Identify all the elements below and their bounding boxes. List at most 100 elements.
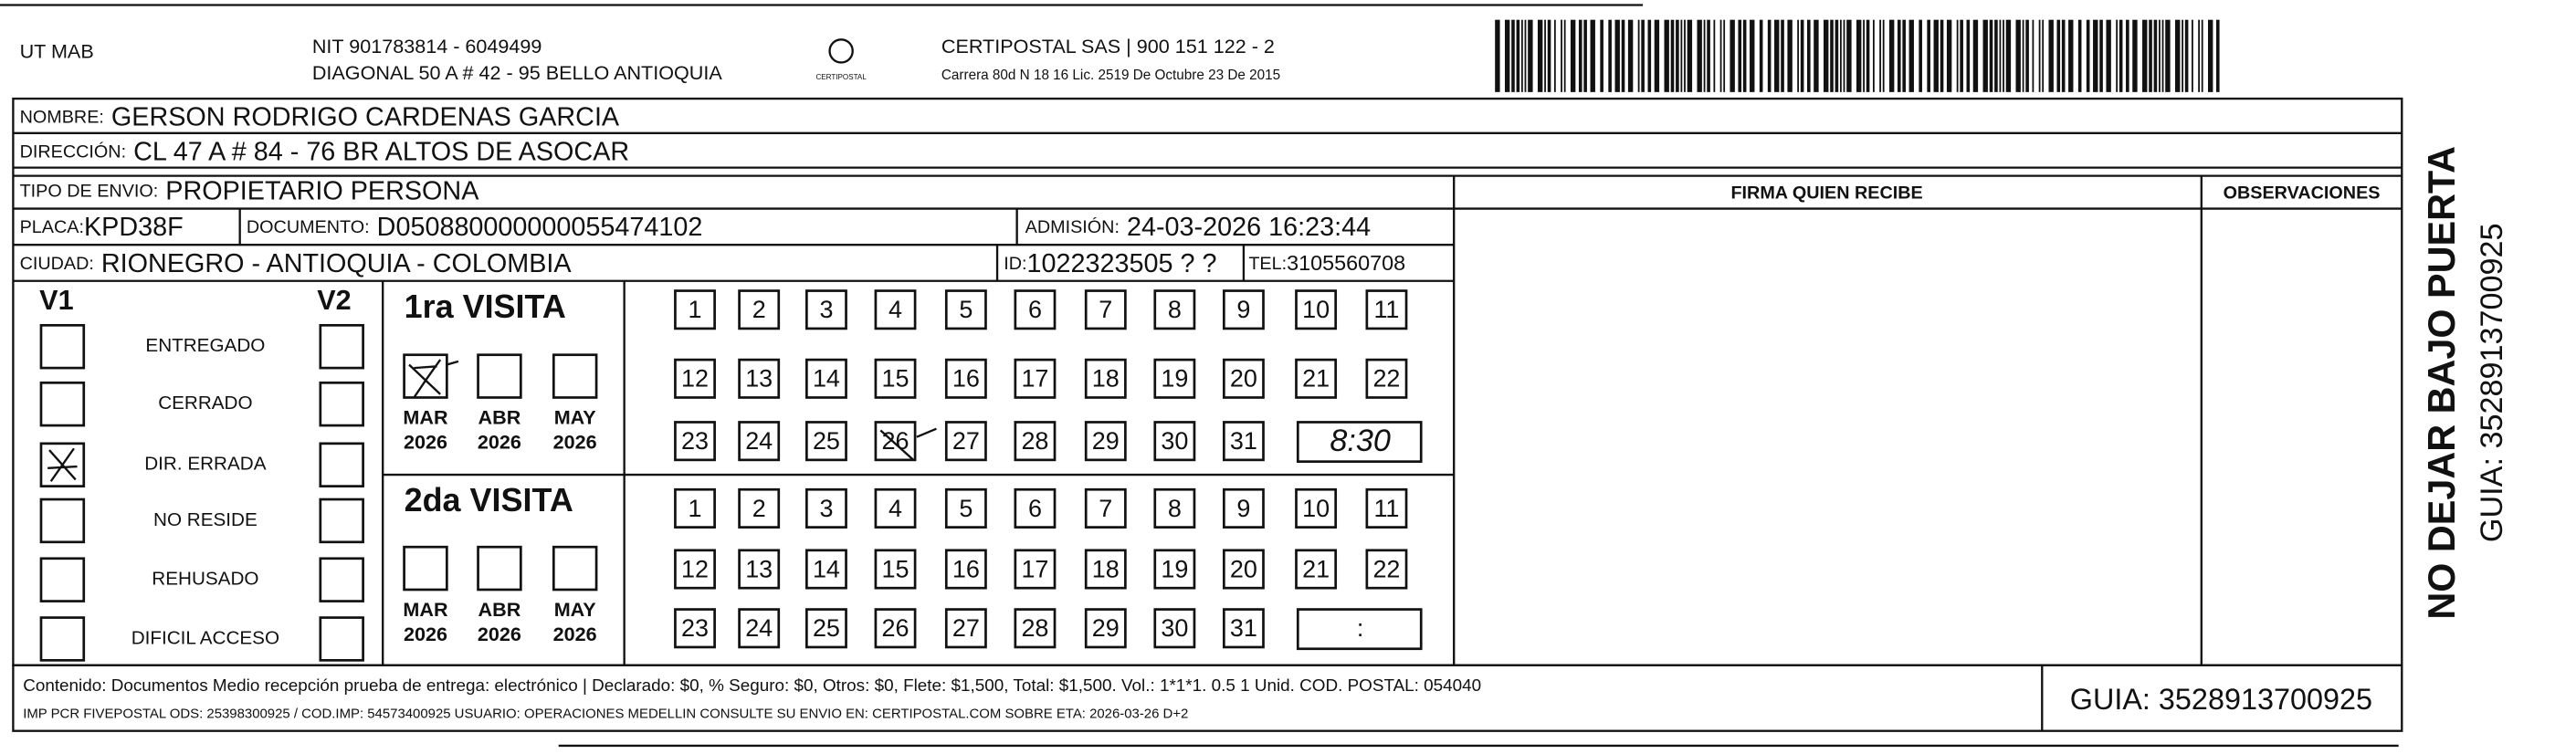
barcode-bar bbox=[1707, 19, 1710, 92]
day-box bbox=[738, 549, 781, 590]
status-label: REHUSADO bbox=[152, 569, 258, 590]
day-label: 15 bbox=[882, 555, 909, 582]
barcode-bar bbox=[1897, 19, 1901, 92]
day-label: 19 bbox=[1161, 555, 1188, 582]
footer-line: IMP PCR FIVEPOSTAL ODS: 25398300925 / CO… bbox=[23, 707, 1188, 722]
day-box bbox=[944, 608, 987, 649]
barcode-bar bbox=[2005, 19, 2012, 92]
field: NOMBRE: GERSON RODRIGO CARDENAS GARCIA bbox=[20, 102, 620, 131]
day-box bbox=[1153, 289, 1196, 330]
year-label: 2026 bbox=[478, 431, 521, 454]
barcode-bar bbox=[1750, 19, 1755, 92]
day-label: 14 bbox=[813, 555, 840, 582]
barcode-bar bbox=[1843, 19, 1845, 92]
day-box bbox=[1365, 487, 1408, 529]
barcode-bar bbox=[2042, 19, 2045, 92]
barcode-bar bbox=[2106, 19, 2111, 92]
day-label: 28 bbox=[1021, 614, 1048, 642]
day-box bbox=[1295, 549, 1338, 590]
visit-title: 1ra VISITA bbox=[405, 288, 566, 325]
checkbox bbox=[319, 381, 364, 427]
barcode-bar bbox=[1872, 19, 1875, 92]
footer-border bbox=[12, 664, 2403, 732]
day-label: 22 bbox=[1372, 365, 1400, 393]
barcode-bar bbox=[2153, 19, 2158, 92]
barcode-bar bbox=[1621, 19, 1625, 92]
barcode-bar bbox=[2126, 19, 2129, 92]
barcode-bar bbox=[1767, 19, 1772, 92]
barcode-bar bbox=[2068, 19, 2074, 92]
day-box bbox=[1084, 487, 1127, 529]
day-box bbox=[1014, 289, 1057, 330]
barcode-bar bbox=[1684, 19, 1686, 92]
barcode-bar bbox=[1989, 19, 1993, 92]
day-box bbox=[1153, 358, 1196, 399]
barcode-bar bbox=[1637, 19, 1640, 92]
barcode-bar bbox=[1547, 19, 1551, 92]
day-box bbox=[1153, 487, 1196, 529]
day-box bbox=[738, 358, 781, 399]
day-box bbox=[1222, 487, 1265, 529]
warning: NO DEJAR BAJO PUERTA bbox=[2421, 146, 2463, 620]
field: DIRECCIÓN: CL 47 A # 84 - 76 BR ALTOS DE… bbox=[20, 137, 630, 166]
barcode-bar bbox=[1879, 19, 1881, 92]
barcode-bar bbox=[1528, 19, 1533, 92]
day-box bbox=[1295, 289, 1338, 330]
status-label: ENTREGADO bbox=[145, 335, 265, 356]
barcode-bar bbox=[1680, 19, 1683, 92]
day-box bbox=[674, 487, 716, 529]
month-label: ABR bbox=[478, 598, 521, 621]
barcode-bar bbox=[1863, 19, 1865, 92]
day-label: 18 bbox=[1092, 555, 1120, 582]
barcode-bar bbox=[1583, 19, 1587, 92]
company-address: DIAGONAL 50 A # 42 - 95 BELLO ANTIOQUIA bbox=[312, 61, 723, 84]
v2-header: V2 bbox=[317, 285, 351, 316]
field: CIUDAD: RIONEGRO - ANTIOQUIA - COLOMBIA bbox=[20, 248, 573, 278]
day-label: 30 bbox=[1161, 614, 1188, 642]
day-box bbox=[805, 421, 847, 462]
checkbox bbox=[39, 323, 86, 370]
barcode-bar bbox=[1866, 19, 1870, 92]
day-label: 17 bbox=[1021, 365, 1048, 393]
day-label: 11 bbox=[1373, 495, 1399, 522]
courier-name: CERTIPOSTAL SAS | 900 151 122 - 2 bbox=[941, 35, 1275, 58]
day-label: 12 bbox=[681, 365, 709, 393]
barcode-bar bbox=[1553, 19, 1556, 92]
month-label: MAR bbox=[403, 406, 448, 429]
day-label: 30 bbox=[1161, 427, 1188, 455]
barcode-bar bbox=[2015, 19, 2021, 92]
day-box bbox=[674, 421, 716, 462]
day-label: 23 bbox=[681, 614, 709, 642]
day-label: 18 bbox=[1092, 365, 1120, 393]
day-box bbox=[738, 487, 781, 529]
year-label: 2026 bbox=[553, 623, 597, 645]
day-label: 24 bbox=[745, 614, 773, 642]
footer-line: Contenido: Documentos Medio recepción pr… bbox=[23, 676, 1481, 696]
barcode-bar bbox=[1966, 19, 1971, 92]
status-label: NO RESIDE bbox=[153, 509, 258, 530]
courier-license: Carrera 80d N 18 16 Lic. 2519 De Octubre… bbox=[941, 68, 1280, 83]
handwritten-mark bbox=[47, 447, 78, 482]
day-box bbox=[674, 289, 716, 330]
day-label: 19 bbox=[1161, 365, 1188, 393]
day-label: 26 bbox=[882, 427, 909, 455]
field: TIPO DE ENVIO: PROPIETARIO PERSONA bbox=[20, 176, 480, 205]
barcode-bar bbox=[2025, 19, 2029, 92]
barcode-bar bbox=[2093, 19, 2098, 92]
barcode-bar bbox=[1537, 19, 1543, 92]
day-box bbox=[1084, 608, 1127, 649]
barcode-bar bbox=[1856, 19, 1862, 92]
barcode-bar bbox=[1561, 19, 1562, 92]
day-box bbox=[1153, 421, 1196, 462]
barcode-bar bbox=[1730, 19, 1735, 92]
barcode-bar bbox=[2061, 19, 2066, 92]
barcode-bar bbox=[1563, 19, 1566, 92]
day-box bbox=[1153, 549, 1196, 590]
barcode-bar bbox=[1524, 19, 1527, 92]
barcode-bar bbox=[1956, 19, 1959, 92]
day-label: 16 bbox=[952, 555, 980, 582]
barcode-bar bbox=[2159, 19, 2161, 92]
day-box bbox=[1365, 358, 1408, 399]
barcode-bar bbox=[1719, 19, 1722, 92]
